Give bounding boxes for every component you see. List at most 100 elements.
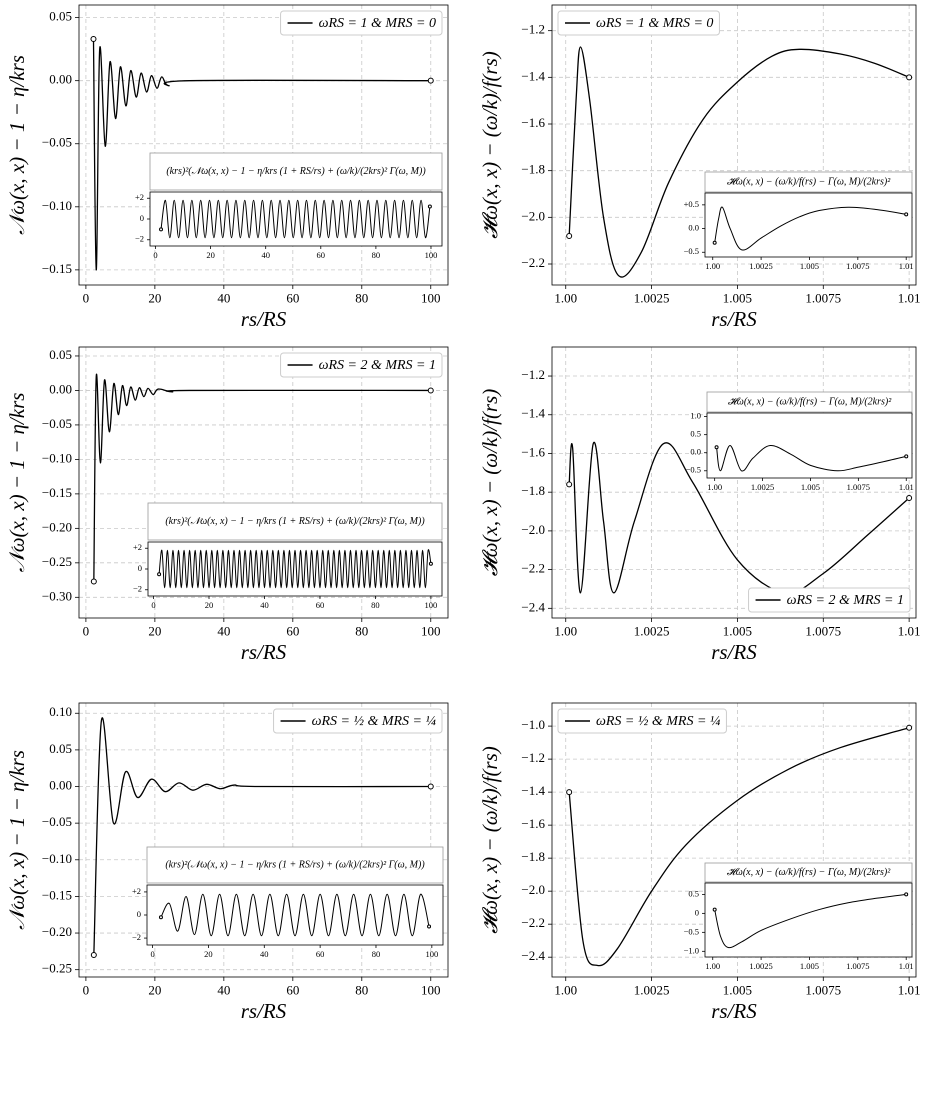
axes-frame bbox=[704, 882, 913, 958]
x-tick-label: 1.0025 bbox=[634, 982, 670, 997]
y-axis-label: 𝓗ω(x, x) − (ω/k)/f(rs) bbox=[478, 51, 502, 239]
x-tick-label: 40 bbox=[260, 949, 269, 959]
y-tick-label: 0.5 bbox=[690, 429, 701, 439]
legend-label: ωRS = ½ & MRS = ¼ bbox=[312, 714, 437, 729]
x-tick-label: 100 bbox=[425, 250, 438, 260]
end-point bbox=[90, 36, 97, 43]
end-point bbox=[906, 724, 913, 731]
inset-title: 𝓗ω(x, x) − (ω/k)/f(rs) − Γ(ω, M)/(2krs)² bbox=[728, 396, 892, 407]
axes-frame bbox=[147, 541, 443, 597]
inset-title: (krs)²(𝒩ω(x, x) − 1 − η/krs (1 + RS/rs) … bbox=[165, 859, 425, 870]
data-line bbox=[93, 717, 431, 956]
y-tick-label: −1.4 bbox=[521, 783, 545, 798]
x-tick-label: 80 bbox=[355, 290, 368, 305]
inset-title: 𝓗ω(x, x) − (ω/k)/f(rs) − Γ(ω, M)/(2krs)² bbox=[727, 867, 891, 878]
y-axis-label: 𝓗ω(x, x) − (ω/k)/f(rs) bbox=[478, 389, 502, 577]
x-tick-label: 0 bbox=[83, 290, 90, 305]
y-tick-label: −0.15 bbox=[42, 485, 72, 500]
end-point bbox=[427, 204, 432, 209]
x-tick-label: 60 bbox=[286, 290, 299, 305]
end-point bbox=[906, 494, 913, 501]
x-tick-label: 80 bbox=[372, 250, 381, 260]
data-line bbox=[568, 46, 910, 278]
y-tick-label: −0.25 bbox=[42, 961, 72, 976]
y-tick-label: 1.0 bbox=[690, 411, 701, 421]
y-tick-label: −2.4 bbox=[521, 948, 545, 963]
x-tick-label: 1.005 bbox=[723, 982, 752, 997]
x-tick-label: 100 bbox=[421, 623, 441, 638]
y-tick-label: −1.0 bbox=[684, 945, 699, 955]
end-point bbox=[427, 387, 434, 394]
axes-frame bbox=[78, 702, 449, 978]
x-tick-label: 1.00 bbox=[554, 623, 577, 638]
y-tick-label: −1.8 bbox=[521, 483, 545, 498]
x-tick-label: 0 bbox=[150, 949, 154, 959]
x-tick-label: 1.0075 bbox=[805, 623, 841, 638]
x-tick-label: 100 bbox=[421, 982, 441, 997]
y-tick-label: +0.5 bbox=[684, 199, 699, 209]
y-tick-label: −1.4 bbox=[521, 406, 545, 421]
x-tick-label: 40 bbox=[217, 623, 230, 638]
axes-frame bbox=[78, 4, 449, 286]
x-tick-label: 0 bbox=[153, 250, 157, 260]
y-tick-label: 0.00 bbox=[49, 381, 72, 396]
x-tick-label: 1.0025 bbox=[751, 482, 774, 492]
y-axis-label: 𝒩ω(x, x) − 1 − η/krs bbox=[5, 393, 29, 573]
y-tick-label: −2.2 bbox=[521, 255, 545, 270]
x-tick-label: 0 bbox=[83, 982, 90, 997]
axes-frame bbox=[551, 702, 917, 978]
y-tick-label: −1.2 bbox=[521, 22, 545, 37]
end-point bbox=[712, 240, 717, 245]
y-tick-label: −2 bbox=[133, 584, 142, 594]
inset-title: 𝓗ω(x, x) − (ω/k)/f(rs) − Γ(ω, M)/(2krs)² bbox=[727, 176, 891, 187]
legend-box bbox=[748, 587, 911, 613]
x-tick-label: 1.00 bbox=[705, 261, 720, 271]
x-tick-label: 60 bbox=[286, 623, 299, 638]
end-point bbox=[427, 77, 434, 84]
x-tick-label: 80 bbox=[355, 982, 368, 997]
x-tick-label: 100 bbox=[421, 290, 441, 305]
y-axis-label: 𝒩ω(x, x) − 1 − η/krs bbox=[5, 55, 29, 235]
x-tick-label: 40 bbox=[217, 290, 230, 305]
legend-label: ωRS = 2 & MRS = 1 bbox=[319, 358, 436, 373]
data-line bbox=[716, 444, 907, 472]
data-line bbox=[568, 727, 910, 967]
x-tick-label: 1.005 bbox=[723, 290, 752, 305]
x-tick-label: 60 bbox=[317, 250, 326, 260]
y-tick-label: −1.2 bbox=[521, 367, 545, 382]
x-tick-label: 20 bbox=[206, 250, 215, 260]
end-point bbox=[427, 924, 432, 929]
inset-area bbox=[705, 193, 912, 257]
y-axis-label: 𝓗ω(x, x) − (ω/k)/f(rs) bbox=[478, 746, 502, 934]
y-tick-label: 0.0 bbox=[690, 447, 701, 457]
inset-title-box bbox=[147, 502, 443, 541]
y-tick-label: −2.0 bbox=[521, 208, 545, 223]
y-tick-label: −2.2 bbox=[521, 561, 545, 576]
x-tick-label: 1.00 bbox=[707, 482, 722, 492]
legend-label: ωRS = 1 & MRS = 0 bbox=[319, 16, 436, 31]
y-tick-label: 0.00 bbox=[49, 72, 72, 87]
x-tick-label: 1.0075 bbox=[846, 961, 869, 971]
x-axis-label: rs/RS bbox=[711, 640, 757, 664]
x-tick-label: 100 bbox=[425, 600, 438, 610]
y-tick-label: −1.0 bbox=[521, 717, 545, 732]
legend-label: ωRS = 1 & MRS = 0 bbox=[596, 16, 713, 31]
y-tick-label: −0.25 bbox=[42, 554, 72, 569]
y-tick-label: −0.10 bbox=[42, 851, 72, 866]
y-tick-label: −1.2 bbox=[521, 750, 545, 765]
legend: ωRS = 1 & MRS = 0 bbox=[280, 10, 443, 36]
x-tick-label: 1.0025 bbox=[634, 623, 670, 638]
x-tick-label: 1.005 bbox=[800, 961, 819, 971]
y-tick-label: 0.00 bbox=[49, 778, 72, 793]
x-tick-label: 60 bbox=[316, 949, 325, 959]
y-tick-label: −1.6 bbox=[521, 816, 545, 831]
x-tick-label: 1.01 bbox=[898, 982, 921, 997]
axes-frame bbox=[146, 884, 444, 946]
data-line bbox=[160, 893, 430, 937]
inset-title-box bbox=[704, 862, 913, 883]
inset-title-box bbox=[146, 846, 444, 884]
x-tick-label: 1.005 bbox=[800, 261, 819, 271]
x-axis-label: rs/RS bbox=[711, 999, 757, 1023]
